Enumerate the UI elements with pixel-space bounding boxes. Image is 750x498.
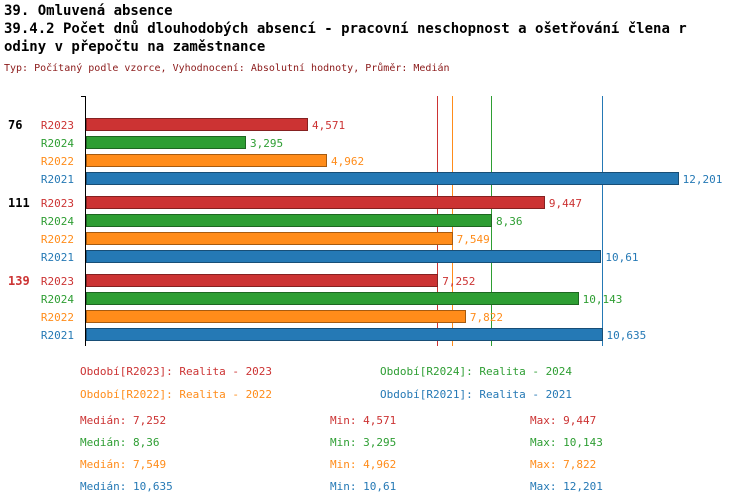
series-label-R2021: R2021 [40, 251, 74, 264]
min-value: Min: 4,571 [330, 414, 397, 427]
value-label: 7,822 [469, 311, 504, 324]
legend-item-R2022: Období[R2022]: Realita - 2022 [80, 388, 273, 401]
bar-R2024 [86, 136, 247, 149]
bar-R2021 [86, 172, 679, 185]
bar-row: R2021 10,635 [0, 326, 750, 344]
bar-chart: 76 R2023 4,571 R2024 3,295 R2022 4,962 R2021 12,… [0, 96, 750, 348]
group-label: 139 [8, 274, 30, 288]
stats-row-R2023: Medián: 7,252 Min: 4,571 Max: 9,447 [80, 410, 740, 432]
bar-R2022 [86, 232, 453, 245]
median-value: Medián: 8,36 [80, 436, 160, 449]
value-label: 10,143 [582, 293, 623, 306]
bar-row: R2022 7,822 [0, 308, 750, 326]
value-label: 8,36 [496, 215, 523, 228]
series-label-R2022: R2022 [40, 311, 74, 324]
series-label-R2021: R2021 [40, 173, 74, 186]
bar-R2022 [86, 154, 327, 167]
value-label: 4,962 [331, 155, 365, 168]
chart-subtitle-line1: 39.4.2 Počet dnů dlouhodobých absencí - … [4, 21, 687, 37]
bar-row: R2022 7,549 [0, 230, 750, 248]
value-label: 10,635 [606, 329, 647, 342]
bar-row: 139 R2023 7,252 [0, 272, 750, 290]
series-label-R2023: R2023 [40, 197, 74, 210]
bar-row: R2021 12,201 [0, 170, 750, 188]
series-label-R2021: R2021 [40, 329, 74, 342]
bar-row: R2024 10,143 [0, 290, 750, 308]
stats-row-R2024: Medián: 8,36 Min: 3,295 Max: 10,143 [80, 432, 740, 454]
value-label: 10,61 [605, 251, 639, 264]
bar-row: 76 R2023 4,571 [0, 116, 750, 134]
value-label: 3,295 [250, 137, 284, 150]
median-value: Medián: 7,549 [80, 458, 167, 471]
median-value: Medián: 10,635 [80, 480, 173, 493]
min-value: Min: 10,61 [330, 480, 397, 493]
series-label-R2023: R2023 [40, 275, 74, 288]
group-label: 76 [8, 118, 23, 132]
series-label-R2022: R2022 [40, 233, 74, 246]
legend-column: Období[R2023]: Realita - 2023 Období[R202… [80, 360, 272, 406]
bar-R2023 [86, 118, 309, 131]
legend-item-R2021: Období[R2021]: Realita - 2021 [380, 388, 573, 401]
min-value: Min: 3,295 [330, 436, 397, 449]
group-label: 111 [8, 196, 30, 210]
bar-R2023 [86, 274, 439, 287]
value-label: 7,549 [456, 233, 490, 246]
max-value: Max: 12,201 [530, 480, 603, 493]
y-axis-tick [81, 96, 86, 97]
bar-R2021 [86, 250, 602, 263]
median-value: Medián: 7,252 [80, 414, 167, 427]
series-label-R2024: R2024 [40, 137, 74, 150]
value-label: 12,201 [682, 173, 723, 186]
legend: Období[R2023]: Realita - 2023 Období[R202… [80, 360, 720, 406]
stats-row-R2021: Medián: 10,635 Min: 10,61 Max: 12,201 [80, 476, 740, 498]
bar-R2024 [86, 214, 493, 227]
series-label-R2024: R2024 [40, 215, 74, 228]
legend-column: Období[R2024]: Realita - 2024 Období[R202… [380, 360, 572, 406]
y-axis [85, 96, 86, 346]
min-value: Min: 4,962 [330, 458, 397, 471]
value-label: 7,252 [442, 275, 476, 288]
report-title: 39. Omluvená absence [4, 3, 173, 19]
max-value: Max: 10,143 [530, 436, 603, 449]
max-value: Max: 7,822 [530, 458, 597, 471]
legend-item-R2024: Období[R2024]: Realita - 2024 [380, 365, 573, 378]
chart-meta: Typ: Počítaný podle vzorce, Vyhodnocení:… [4, 63, 450, 74]
bar-row: R2024 3,295 [0, 134, 750, 152]
value-label: 4,571 [312, 119, 346, 132]
series-label-R2024: R2024 [40, 293, 74, 306]
chart-subtitle-line2: odiny v přepočtu na zaměstnance [4, 39, 266, 55]
bar-row: R2024 8,36 [0, 212, 750, 230]
max-value: Max: 9,447 [530, 414, 597, 427]
legend-item-R2023: Období[R2023]: Realita - 2023 [80, 365, 273, 378]
bar-row: R2022 4,962 [0, 152, 750, 170]
stats-row-R2022: Medián: 7,549 Min: 4,962 Max: 7,822 [80, 454, 740, 476]
stats-table: Medián: 7,252 Min: 4,571 Max: 9,447 Medián:… [80, 410, 740, 498]
bar-R2023 [86, 196, 545, 209]
median-ref-line-R2021 [601, 96, 603, 346]
bar-row: R2021 10,61 [0, 248, 750, 266]
bar-R2021 [86, 328, 603, 341]
bar-R2024 [86, 292, 579, 305]
series-label-R2022: R2022 [40, 155, 74, 168]
bar-R2022 [86, 310, 466, 323]
series-label-R2023: R2023 [40, 119, 74, 132]
value-label: 9,447 [548, 197, 582, 210]
bar-row: 111 R2023 9,447 [0, 194, 750, 212]
